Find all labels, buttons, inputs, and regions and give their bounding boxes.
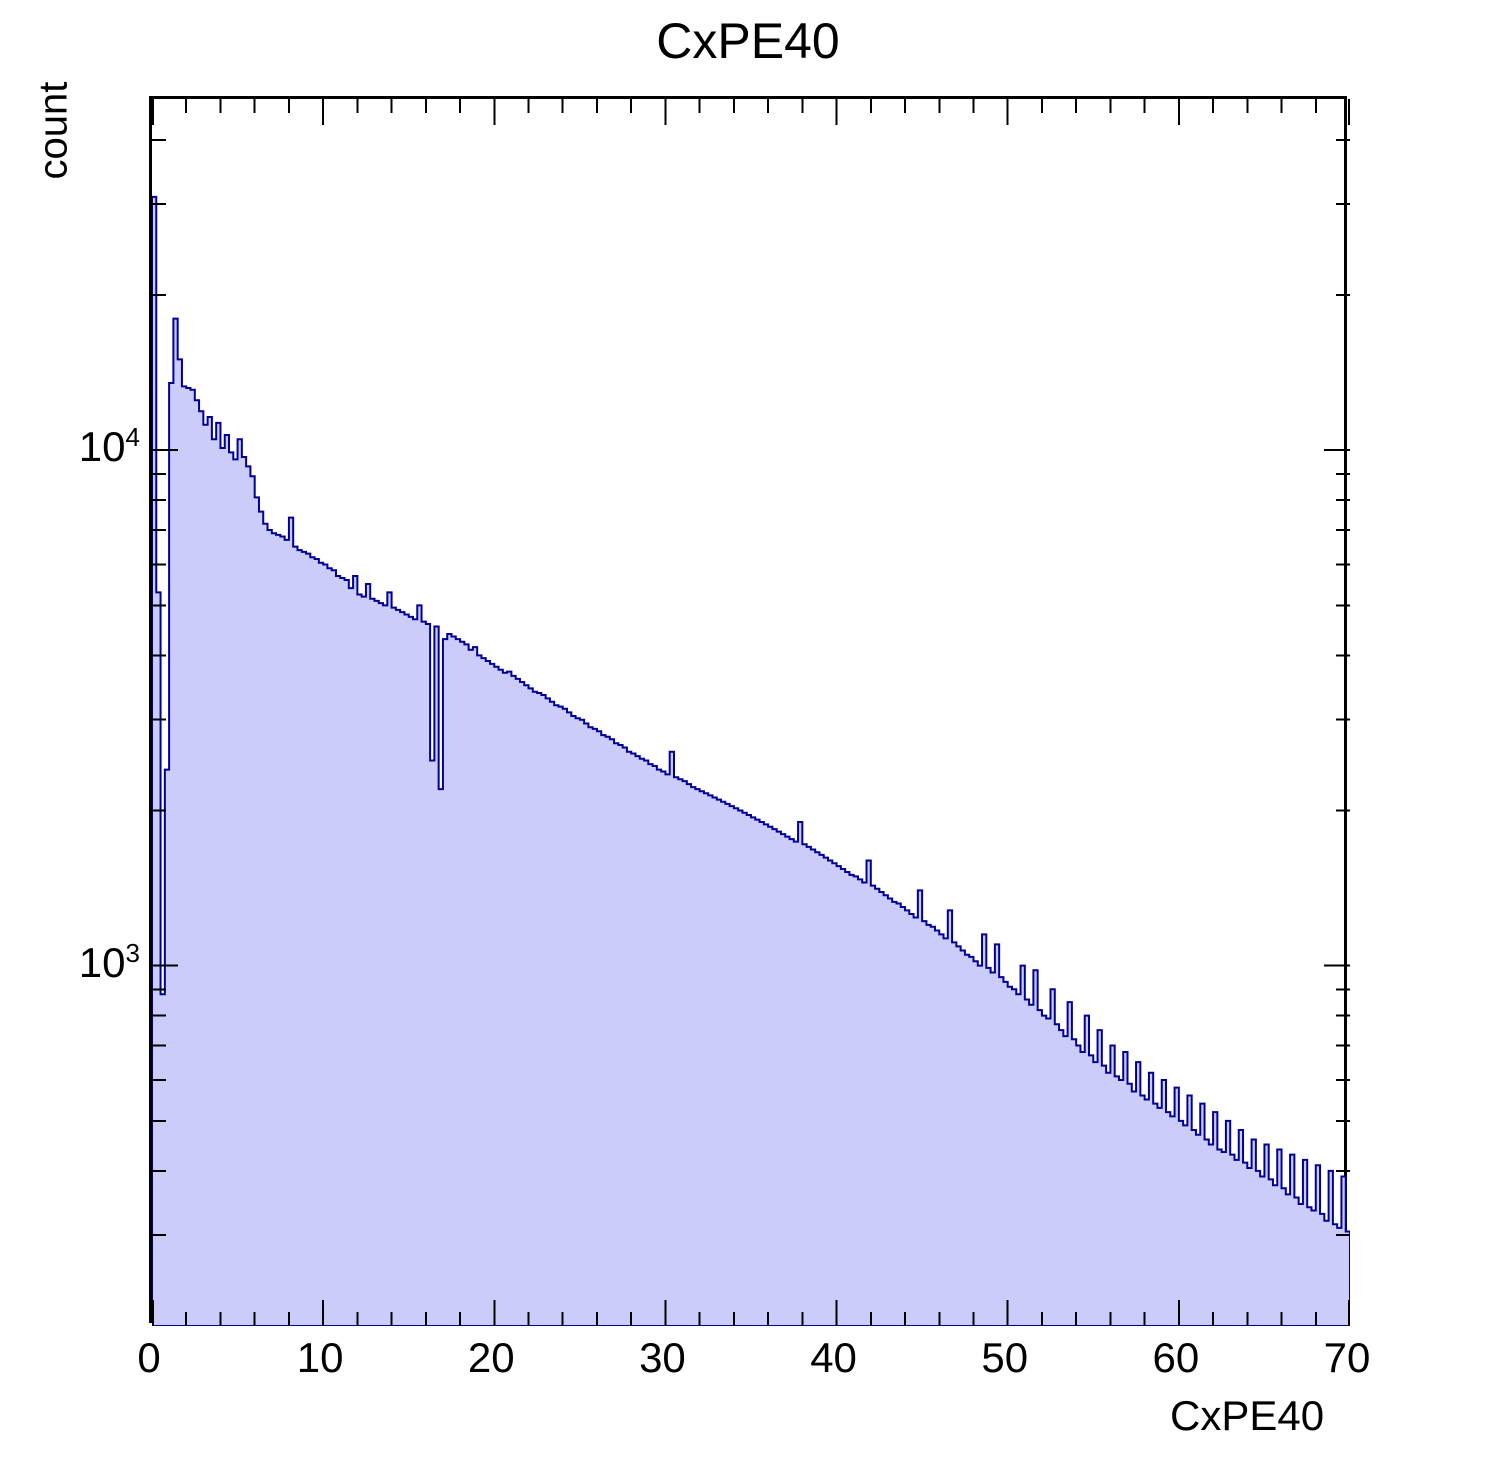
- x-axis-title: CxPE40: [1170, 1392, 1325, 1439]
- x-tick-label: 70: [1323, 1334, 1371, 1381]
- page-title: CxPE40: [656, 13, 840, 69]
- y-axis-title: count: [31, 81, 76, 180]
- x-tick-label: 50: [981, 1334, 1029, 1381]
- y-tick-label: 103: [78, 937, 140, 986]
- y-tick-label: 104: [78, 422, 140, 471]
- x-tick-label: 0: [137, 1334, 161, 1381]
- x-tick-label: 30: [639, 1334, 686, 1381]
- histogram-plot: [152, 99, 1350, 1326]
- x-tick-label: 20: [467, 1334, 515, 1381]
- plot-frame: [149, 96, 1350, 1326]
- x-tick-label: 40: [810, 1334, 857, 1381]
- x-tick-label: 10: [296, 1334, 344, 1381]
- x-tick-label: 60: [1152, 1334, 1200, 1381]
